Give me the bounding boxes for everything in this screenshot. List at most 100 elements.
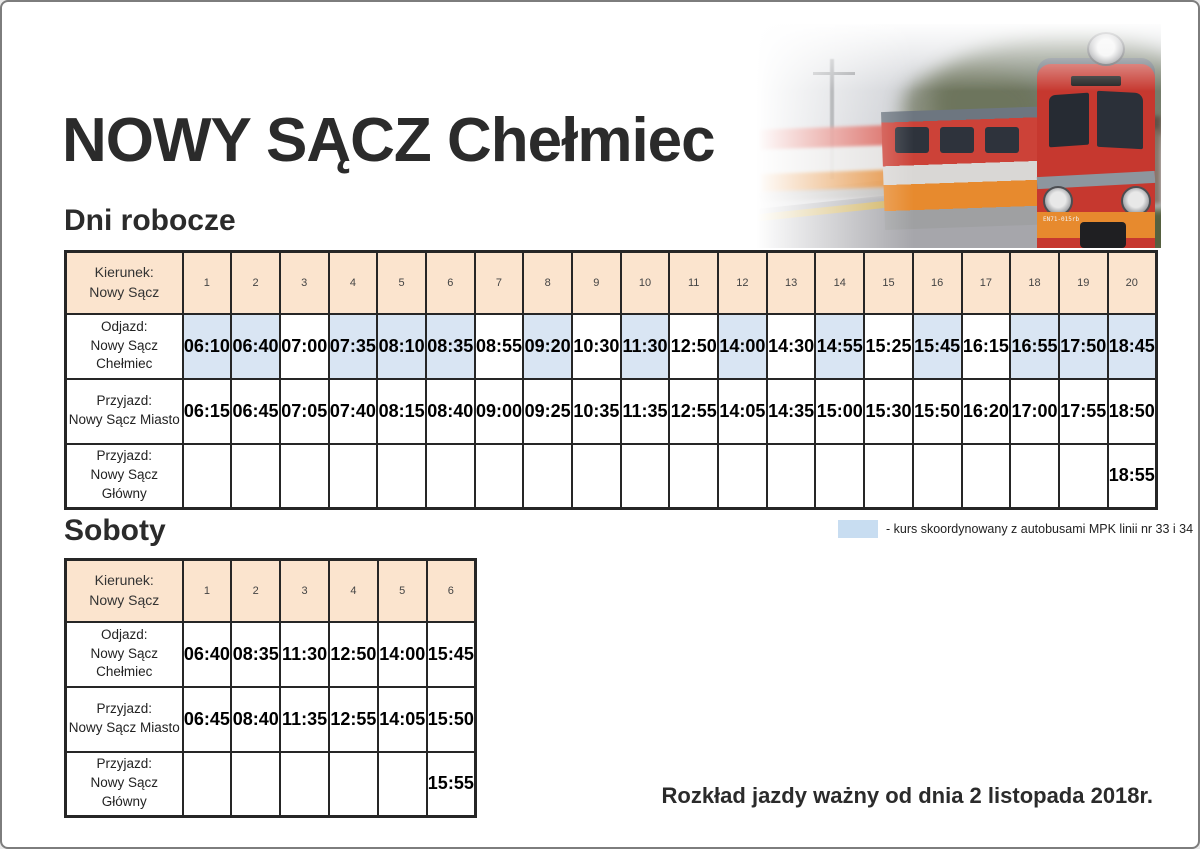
- column-number-cell: 10: [619, 250, 671, 315]
- time-cell: [424, 442, 476, 510]
- time-cell: 08:15: [376, 377, 427, 445]
- time-cell: 12:55: [668, 377, 720, 445]
- time-cell: [327, 442, 379, 510]
- time-cell: 08:35: [424, 312, 476, 380]
- row-label-cell: Przyjazd: Nowy Sącz Główny: [64, 442, 184, 510]
- train-photo: EN71-015rb: [735, 24, 1161, 248]
- time-cell: 07:05: [278, 377, 330, 445]
- time-cell: 08:40: [230, 685, 282, 753]
- timetable-row: Przyjazd: Nowy Sącz Główny 18:55: [64, 442, 1158, 510]
- time-cell: [230, 442, 281, 510]
- time-cell: 07:00: [278, 312, 330, 380]
- time-cell: [327, 750, 379, 818]
- saturday-timetable: Kierunek: Nowy Sącz 1 2 3 4 5 6 Odjazd: Nowy Sącz…: [64, 558, 477, 818]
- time-cell: 17:55: [1057, 377, 1109, 445]
- time-cell: 07:35: [327, 312, 379, 380]
- time-cell: [571, 442, 622, 510]
- time-cell: 10:35: [571, 377, 622, 445]
- column-number-cell: 14: [814, 250, 866, 315]
- validity-note: Rozkład jazdy ważny od dnia 2 listopada …: [661, 783, 1154, 808]
- column-number-cell: 6: [424, 250, 476, 315]
- time-cell: [668, 442, 720, 510]
- time-cell: 06:10: [181, 312, 233, 380]
- column-number-cell: 11: [668, 250, 720, 315]
- time-cell: 12:55: [327, 685, 379, 753]
- time-cell: 06:45: [230, 377, 281, 445]
- column-number-cell: 5: [376, 250, 427, 315]
- time-cell: 14:05: [717, 377, 768, 445]
- time-cell: 14:00: [717, 312, 768, 380]
- direction-corner-cell: Kierunek: Nowy Sącz: [64, 250, 184, 315]
- time-cell: 07:40: [327, 377, 379, 445]
- time-cell: [765, 442, 817, 510]
- time-cell: [376, 442, 427, 510]
- column-number-cell: 6: [425, 558, 477, 623]
- column-number-cell: 8: [522, 250, 573, 315]
- photo-fade-overlay: [735, 24, 1161, 248]
- time-cell: 09:00: [473, 377, 525, 445]
- column-number-cell: 4: [327, 250, 379, 315]
- time-cell: [717, 442, 768, 510]
- row-label-cell: Odjazd: Nowy Sącz Chełmiec: [64, 620, 184, 688]
- time-cell: [181, 750, 233, 818]
- column-number-cell: 2: [230, 250, 281, 315]
- legend: - kurs skoordynowany z autobusami MPK li…: [838, 520, 1193, 538]
- time-cell: 06:40: [230, 312, 281, 380]
- time-cell: [230, 750, 282, 818]
- time-cell: 14:05: [376, 685, 428, 753]
- time-cell: 15:00: [814, 377, 866, 445]
- time-cell: [278, 442, 330, 510]
- time-cell: [181, 442, 233, 510]
- time-cell: 15:25: [863, 312, 914, 380]
- time-cell: 15:45: [911, 312, 963, 380]
- legend-text: - kurs skoordynowany z autobusami MPK li…: [886, 522, 1194, 536]
- time-cell: 18:55: [1106, 442, 1158, 510]
- time-cell: 17:00: [1009, 377, 1060, 445]
- time-cell: [1009, 442, 1060, 510]
- column-number-cell: 15: [863, 250, 914, 315]
- row-label-cell: Przyjazd: Nowy Sącz Miasto: [64, 377, 184, 445]
- row-label-cell: Przyjazd: Nowy Sącz Miasto: [64, 685, 184, 753]
- timetable-row: Przyjazd: Nowy Sącz Miasto 06:15 06:45 07:05…: [64, 377, 1158, 445]
- column-number-cell: 12: [717, 250, 768, 315]
- time-cell: 15:45: [425, 620, 477, 688]
- direction-corner-cell: Kierunek: Nowy Sącz: [64, 558, 184, 623]
- column-number-cell: 18: [1009, 250, 1060, 315]
- time-cell: 15:55: [425, 750, 477, 818]
- column-number-cell: 9: [571, 250, 622, 315]
- saturday-section-title: Soboty: [64, 514, 166, 547]
- time-cell: 08:35: [230, 620, 282, 688]
- column-number-cell: 1: [181, 558, 233, 623]
- time-cell: 11:30: [279, 620, 330, 688]
- time-cell: 08:10: [376, 312, 427, 380]
- time-cell: 11:30: [619, 312, 671, 380]
- time-cell: 18:45: [1106, 312, 1158, 380]
- weekday-timetable: Kierunek: Nowy Sącz 1 2 3 4 5 6 7 8 9 10 11 12 13 14 15 1…: [64, 250, 1158, 510]
- legend-highlight-swatch: [838, 520, 878, 538]
- column-number-cell: 5: [376, 558, 428, 623]
- time-cell: 12:50: [668, 312, 720, 380]
- time-cell: 14:55: [814, 312, 866, 380]
- column-number-cell: 17: [960, 250, 1012, 315]
- time-cell: 10:30: [571, 312, 622, 380]
- time-cell: [960, 442, 1012, 510]
- time-cell: 06:45: [181, 685, 233, 753]
- time-cell: [376, 750, 428, 818]
- column-number-cell: 2: [230, 558, 282, 623]
- weekday-section-title: Dni robocze: [64, 204, 236, 237]
- time-cell: 17:50: [1057, 312, 1109, 380]
- timetable: Kierunek: Nowy Sącz 1 2 3 4 5 6 Odjazd: Nowy Sącz…: [64, 558, 477, 818]
- time-cell: 15:50: [911, 377, 963, 445]
- time-cell: 16:20: [960, 377, 1012, 445]
- time-cell: [814, 442, 866, 510]
- time-cell: 16:55: [1009, 312, 1060, 380]
- column-number-cell: 3: [278, 250, 330, 315]
- timetable: Kierunek: Nowy Sącz 1 2 3 4 5 6 7 8 9 10 11 12 13 14 15 1…: [64, 250, 1158, 510]
- column-number-cell: 4: [327, 558, 379, 623]
- time-cell: 18:50: [1106, 377, 1158, 445]
- timetable-row: Przyjazd: Nowy Sącz Główny 15:55: [64, 750, 477, 818]
- column-number-cell: 7: [473, 250, 525, 315]
- time-cell: 09:25: [522, 377, 573, 445]
- time-cell: 14:00: [376, 620, 428, 688]
